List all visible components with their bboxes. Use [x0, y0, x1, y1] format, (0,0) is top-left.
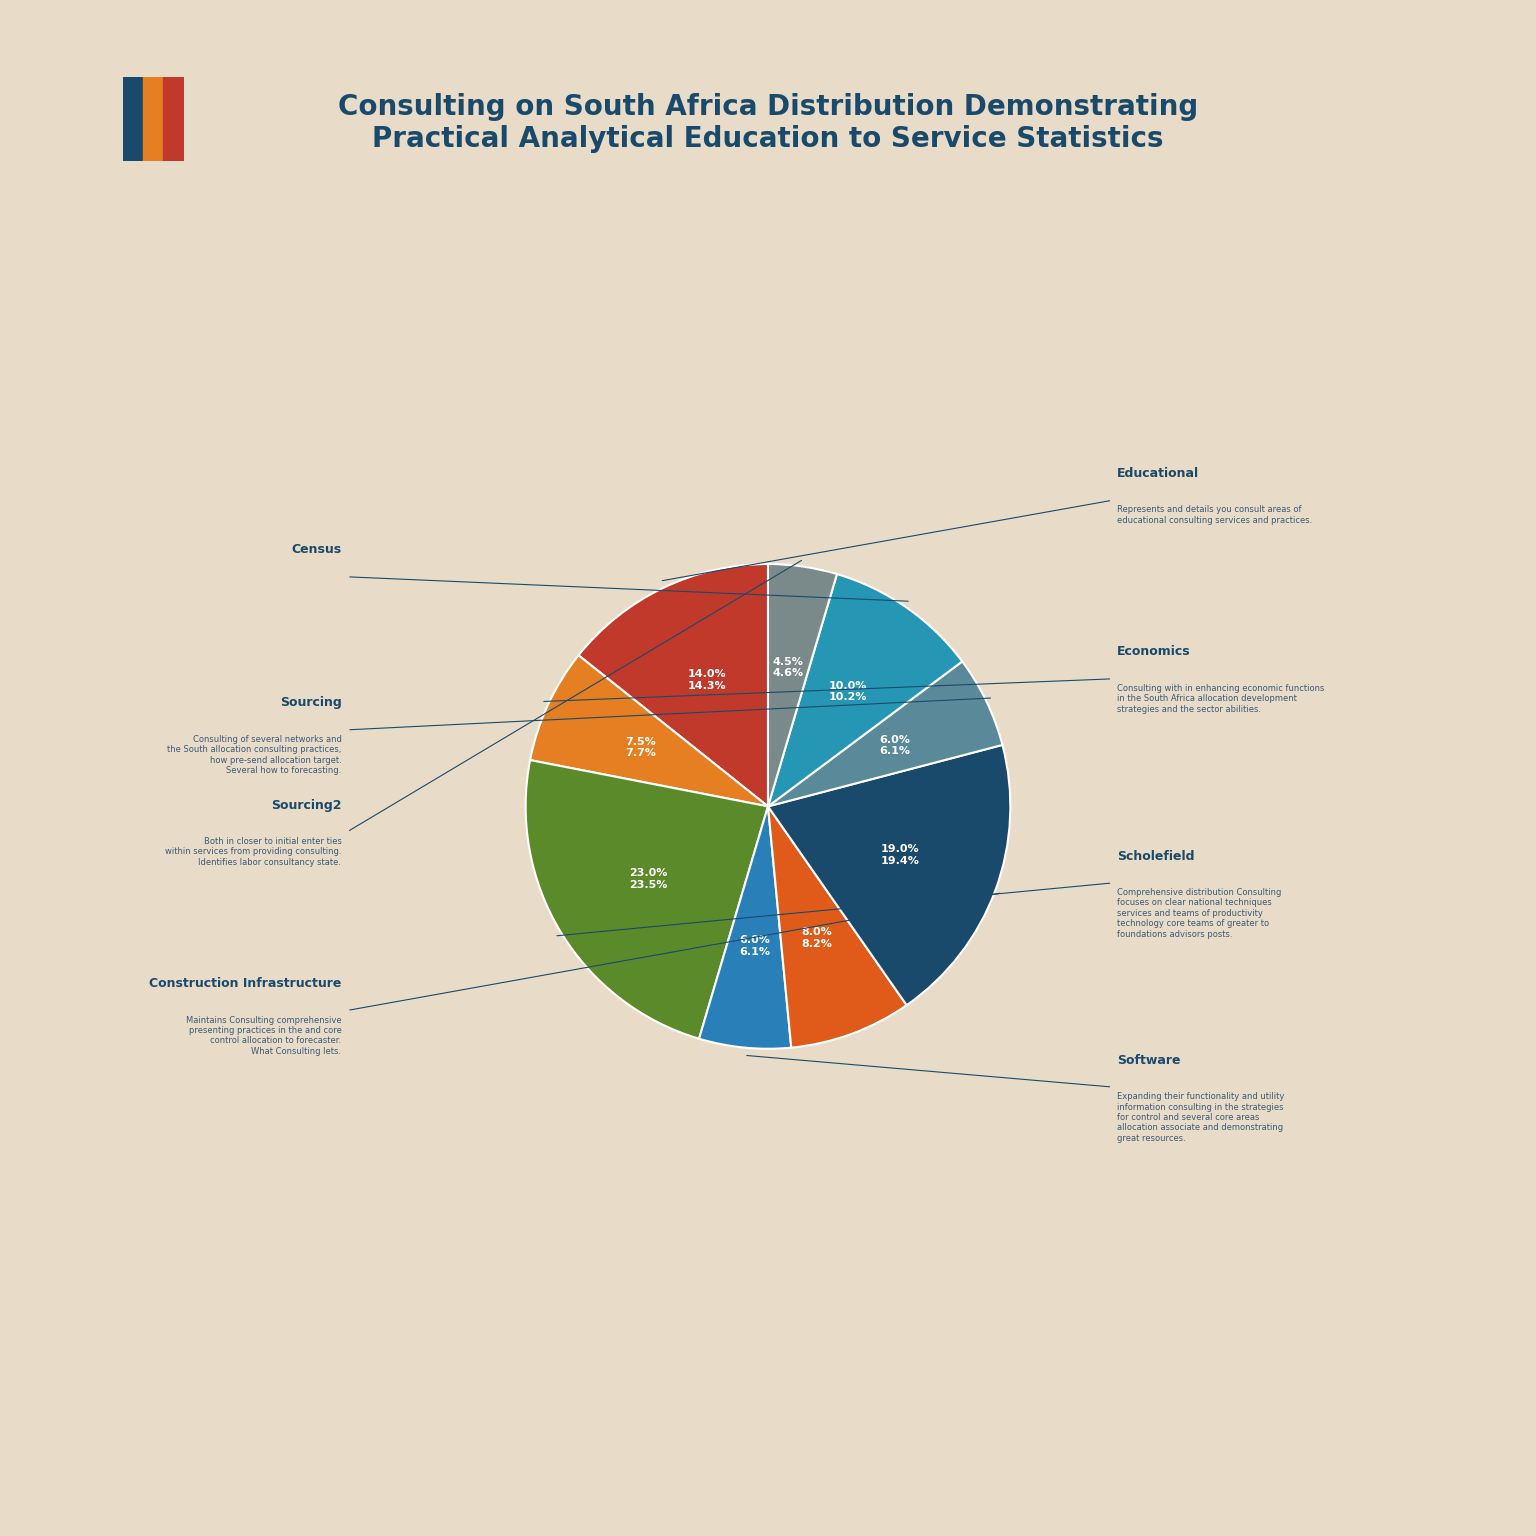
- Text: 14.0%
14.3%: 14.0% 14.3%: [688, 670, 727, 691]
- Text: Educational: Educational: [1117, 467, 1200, 479]
- Text: 6.0%
6.1%: 6.0% 6.1%: [879, 734, 909, 756]
- Text: Scholefield: Scholefield: [1117, 849, 1195, 863]
- Text: 23.0%
23.5%: 23.0% 23.5%: [628, 868, 667, 889]
- Text: Sourcing2: Sourcing2: [270, 799, 341, 811]
- Wedge shape: [768, 662, 1003, 806]
- Text: Economics: Economics: [1117, 645, 1190, 659]
- Wedge shape: [768, 574, 962, 806]
- Text: Comprehensive distribution Consulting
focuses on clear national techniques
servi: Comprehensive distribution Consulting fo…: [1117, 888, 1281, 938]
- Wedge shape: [579, 564, 768, 806]
- Text: Consulting on South Africa Distribution Demonstrating
Practical Analytical Educa: Consulting on South Africa Distribution …: [338, 92, 1198, 154]
- Bar: [163, 77, 184, 161]
- Wedge shape: [768, 745, 1011, 1005]
- Wedge shape: [768, 564, 837, 806]
- Bar: [143, 77, 163, 161]
- Wedge shape: [525, 760, 768, 1038]
- Text: Software: Software: [1117, 1054, 1181, 1066]
- Text: Expanding their functionality and utility
information consulting in the strategi: Expanding their functionality and utilit…: [1117, 1092, 1284, 1143]
- Text: 7.5%
7.7%: 7.5% 7.7%: [625, 737, 656, 759]
- Text: Sourcing: Sourcing: [280, 696, 341, 710]
- Text: Construction Infrastructure: Construction Infrastructure: [149, 977, 341, 991]
- Text: Both in closer to initial enter ties
within services from providing consulting.
: Both in closer to initial enter ties wit…: [164, 837, 341, 866]
- Wedge shape: [699, 806, 791, 1049]
- Text: 6.0%
6.1%: 6.0% 6.1%: [739, 935, 770, 957]
- Text: 8.0%
8.2%: 8.0% 8.2%: [800, 928, 833, 949]
- Wedge shape: [530, 656, 768, 806]
- Text: 4.5%
4.6%: 4.5% 4.6%: [773, 657, 803, 679]
- Text: Represents and details you consult areas of
educational consulting services and : Represents and details you consult areas…: [1117, 505, 1312, 525]
- Text: Consulting with in enhancing economic functions
in the South Africa allocation d: Consulting with in enhancing economic fu…: [1117, 684, 1324, 714]
- Text: 10.0%
10.2%: 10.0% 10.2%: [829, 680, 868, 702]
- Bar: [123, 77, 143, 161]
- Text: 19.0%
19.4%: 19.0% 19.4%: [880, 845, 919, 866]
- Text: Consulting of several networks and
the South allocation consulting practices,
ho: Consulting of several networks and the S…: [167, 734, 341, 776]
- Text: Maintains Consulting comprehensive
presenting practices in the and core
control : Maintains Consulting comprehensive prese…: [186, 1015, 341, 1055]
- Text: Census: Census: [292, 544, 341, 556]
- Wedge shape: [768, 806, 906, 1048]
